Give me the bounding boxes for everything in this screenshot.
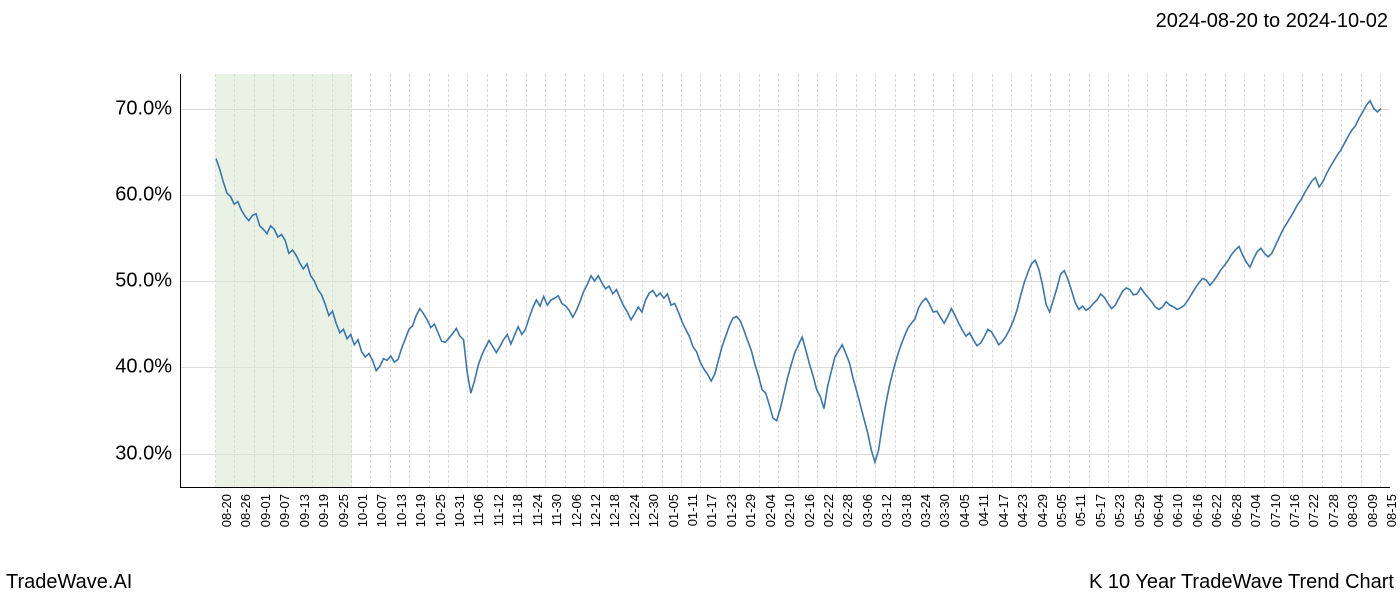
x-tick-label: 05-17 bbox=[1093, 494, 1108, 527]
x-tick-label: 04-11 bbox=[976, 494, 991, 526]
x-tick-label: 03-12 bbox=[879, 494, 894, 527]
y-tick-label: 60.0% bbox=[115, 183, 172, 206]
x-tick-label: 05-23 bbox=[1112, 494, 1127, 527]
x-tick-label: 06-28 bbox=[1229, 494, 1244, 527]
x-tick-label: 03-30 bbox=[937, 494, 952, 527]
x-tick-label: 03-18 bbox=[899, 494, 914, 527]
x-tick-label: 08-20 bbox=[219, 494, 234, 527]
x-tick-label: 07-28 bbox=[1326, 494, 1341, 527]
y-tick-label: 70.0% bbox=[115, 97, 172, 120]
x-tick-label: 08-03 bbox=[1345, 494, 1360, 527]
x-tick-label: 10-01 bbox=[355, 494, 370, 527]
x-tick-label: 04-23 bbox=[1015, 494, 1030, 527]
x-tick-label: 10-31 bbox=[452, 494, 467, 527]
x-tick-label: 08-09 bbox=[1365, 494, 1380, 527]
x-tick-label: 09-25 bbox=[336, 494, 351, 527]
x-tick-label: 07-16 bbox=[1287, 494, 1302, 527]
x-tick-label: 06-04 bbox=[1151, 494, 1166, 527]
x-tick-label: 12-24 bbox=[627, 494, 642, 527]
x-tick-label: 01-23 bbox=[724, 494, 739, 527]
x-tick-label: 12-12 bbox=[588, 494, 603, 527]
x-tick-label: 06-16 bbox=[1190, 494, 1205, 527]
x-tick-label: 02-16 bbox=[802, 494, 817, 527]
x-tick-label: 09-19 bbox=[316, 494, 331, 527]
x-tick-label: 11-12 bbox=[491, 494, 506, 526]
x-tick-label: 05-29 bbox=[1132, 494, 1147, 527]
plot-border bbox=[180, 74, 1390, 488]
x-tick-label: 06-10 bbox=[1170, 494, 1185, 527]
x-tick-label: 02-10 bbox=[782, 494, 797, 527]
x-tick-label: 01-29 bbox=[743, 494, 758, 527]
x-tick-label: 09-01 bbox=[258, 494, 273, 527]
x-tick-label: 09-13 bbox=[297, 494, 312, 527]
trend-line bbox=[181, 74, 1391, 488]
x-tick-label: 12-06 bbox=[569, 494, 584, 527]
x-tick-label: 05-11 bbox=[1073, 494, 1088, 526]
x-tick-label: 03-06 bbox=[860, 494, 875, 527]
x-tick-label: 10-19 bbox=[413, 494, 428, 527]
x-tick-label: 04-29 bbox=[1035, 494, 1050, 527]
x-tick-label: 01-17 bbox=[704, 494, 719, 527]
brand-label: TradeWave.AI bbox=[6, 571, 132, 594]
x-tick-label: 10-07 bbox=[374, 494, 389, 527]
chart-title: K 10 Year TradeWave Trend Chart bbox=[1089, 571, 1394, 594]
chart-plot-area bbox=[180, 74, 1390, 488]
x-tick-label: 01-05 bbox=[666, 494, 681, 527]
x-tick-label: 01-11 bbox=[685, 494, 700, 526]
x-tick-label: 10-25 bbox=[433, 494, 448, 527]
x-tick-label: 03-24 bbox=[918, 494, 933, 527]
x-tick-label: 08-15 bbox=[1384, 494, 1399, 527]
x-tick-label: 07-22 bbox=[1306, 494, 1321, 527]
x-tick-label: 11-18 bbox=[510, 494, 525, 526]
x-tick-label: 11-06 bbox=[471, 494, 486, 526]
x-tick-label: 09-07 bbox=[277, 494, 292, 527]
date-range-label: 2024-08-20 to 2024-10-02 bbox=[1156, 10, 1388, 33]
x-tick-label: 07-10 bbox=[1268, 494, 1283, 527]
x-tick-label: 06-22 bbox=[1209, 494, 1224, 527]
x-tick-label: 02-04 bbox=[763, 494, 778, 527]
x-tick-label: 07-04 bbox=[1248, 494, 1263, 527]
x-tick-label: 12-30 bbox=[646, 494, 661, 527]
x-tick-label: 11-24 bbox=[530, 494, 545, 526]
y-tick-label: 40.0% bbox=[115, 356, 172, 379]
x-tick-label: 04-05 bbox=[957, 494, 972, 527]
y-tick-label: 50.0% bbox=[115, 270, 172, 293]
x-tick-label: 11-30 bbox=[549, 494, 564, 526]
x-tick-label: 04-17 bbox=[996, 494, 1011, 527]
x-tick-label: 12-18 bbox=[607, 494, 622, 527]
x-tick-label: 10-13 bbox=[394, 494, 409, 527]
x-tick-label: 08-26 bbox=[238, 494, 253, 527]
x-tick-label: 02-22 bbox=[821, 494, 836, 527]
x-tick-label: 05-05 bbox=[1054, 494, 1069, 527]
y-tick-label: 30.0% bbox=[115, 442, 172, 465]
x-tick-label: 02-28 bbox=[840, 494, 855, 527]
